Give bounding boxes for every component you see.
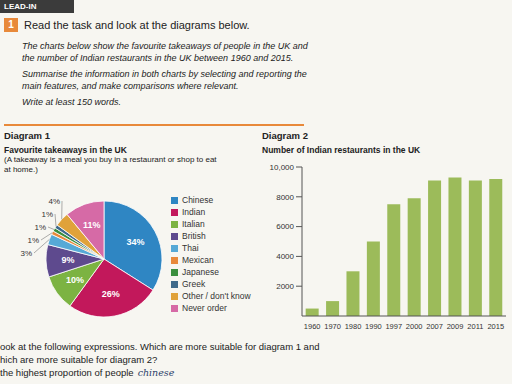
svg-text:1997: 1997 [385,322,402,331]
svg-text:2011: 2011 [467,322,483,331]
html-text:The charts below show the favo: The charts below show the favourite take… [22,41,308,63]
svg-text:10,000: 10,000 [270,163,295,172]
html-text:Greek: Greek [182,279,206,289]
html-text:Italian: Italian [182,219,205,229]
html-text:hich are more suitable for dia: hich are more suitable for diagram 2? [0,354,158,365]
svg-text:2000: 2000 [406,322,423,331]
svg-text:1%: 1% [41,210,53,219]
svg-text:1%: 1% [27,236,39,245]
svg-text:1960: 1960 [304,322,321,331]
svg-text:1%: 1% [34,223,46,232]
svg-text:4000: 4000 [276,252,294,261]
html-text:Indian: Indian [182,207,206,217]
html-text:1: 1 [8,19,14,30]
svg-text:6000: 6000 [276,222,294,231]
html-text:Favourite takeaways in the UK: Favourite takeaways in the UK [4,145,127,155]
svg-text:1980: 1980 [345,322,362,331]
html-text:Read the task and look at the: Read the task and look at the diagrams b… [24,19,250,31]
html-text:Diagram 1: Diagram 1 [4,130,50,141]
html-text:Thai: Thai [182,243,199,253]
html-text:Mexican: Mexican [182,255,214,265]
html-text:Write at least 150 words.: Write at least 150 words. [22,97,121,107]
svg-text:11%: 11% [83,220,101,230]
svg-text:1990: 1990 [365,322,382,331]
svg-text:10%: 10% [66,275,84,285]
html-text:Diagram 2: Diagram 2 [262,130,308,141]
html-text:the highest proportion of peop: the highest proportion of people chinese [0,367,175,378]
svg-text:34%: 34% [127,237,145,247]
html-text:Chinese: Chinese [182,195,214,205]
svg-text:2007: 2007 [426,322,443,331]
html-text:ook at the following expressio: ook at the following expressions. Which … [0,341,320,352]
svg-text:26%: 26% [102,289,120,299]
html-text:Number of Indian restaurants i: Number of Indian restaurants in the UK [262,145,421,155]
html-text:(A takeaway is a meal you buy: (A takeaway is a meal you buy in a resta… [4,155,217,174]
svg-text:1970: 1970 [324,322,341,331]
html-text:LEAD-IN: LEAD-IN [4,2,37,11]
html-text:Japanese: Japanese [182,267,219,277]
html-text:Other / don't know: Other / don't know [182,291,251,301]
svg-text:8000: 8000 [276,193,294,202]
html-text:British: British [182,231,206,241]
svg-text:9%: 9% [62,255,75,265]
svg-text:3%: 3% [20,249,32,258]
svg-text:2000: 2000 [276,282,294,291]
html-text:Summarise the information in b: Summarise the information in both charts… [22,69,307,91]
svg-text:2015: 2015 [487,322,504,331]
svg-text:2009: 2009 [447,322,464,331]
html-text:Never order: Never order [182,303,227,313]
svg-text:4%: 4% [48,197,60,206]
